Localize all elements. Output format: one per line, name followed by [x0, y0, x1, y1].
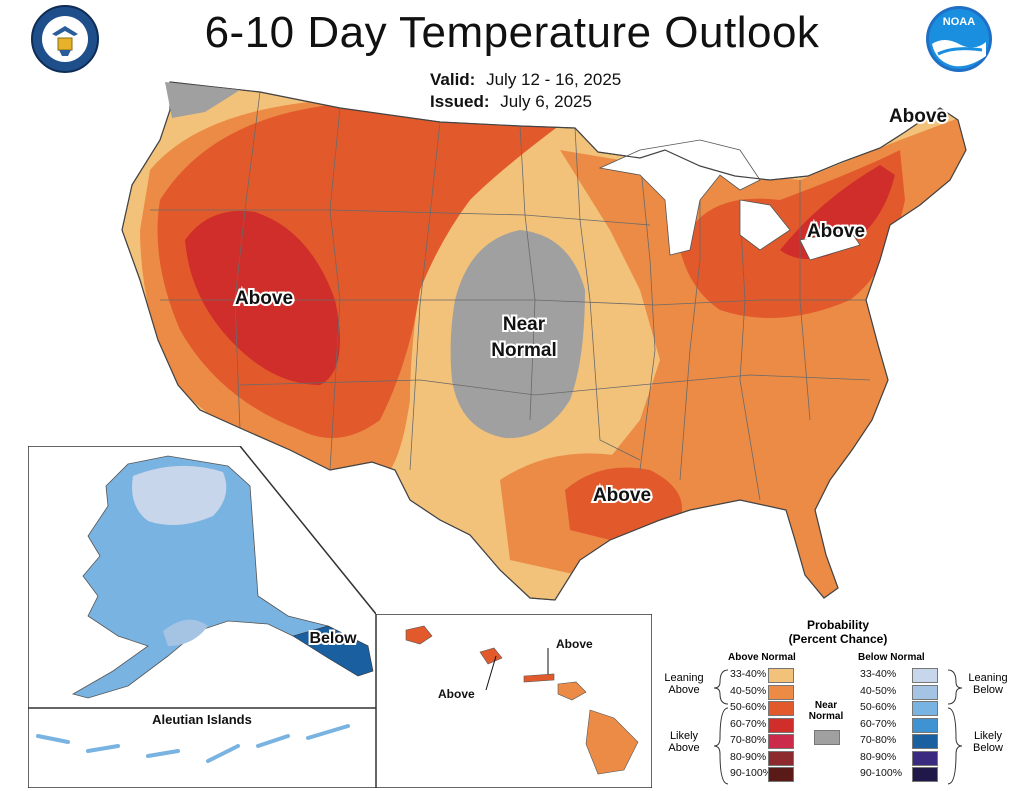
above-bin-label: 80-90% — [730, 750, 767, 763]
map-title: 6-10 Day Temperature Outlook — [204, 8, 820, 57]
below-bin-swatch — [912, 701, 938, 716]
below-bin-swatch — [912, 767, 938, 782]
below-normal-header: Below Normal — [858, 652, 925, 663]
above-bin-swatch — [768, 767, 794, 782]
commerce-seal — [30, 4, 100, 79]
legend-braces — [713, 669, 963, 785]
above-bin-swatch — [768, 750, 794, 766]
below-bin-label: 70-80% — [860, 734, 897, 746]
alaska-below-label: Below — [309, 630, 357, 647]
below-bin-label: 33-40% — [860, 668, 897, 680]
above-normal-header: Above Normal — [728, 652, 796, 663]
alaska-inset: Below Aleutian Islands — [28, 446, 376, 788]
below-bin-swatch — [912, 717, 938, 733]
near-normal-swatch — [814, 730, 840, 745]
aleutian-title: Aleutian Islands — [152, 712, 252, 727]
hawaii-above-label-1: Above — [438, 687, 475, 701]
valid-value: July 12 - 16, 2025 — [486, 70, 622, 89]
below-bin-swatch — [912, 684, 938, 700]
legend: Probability (Percent Chance) Above Norma… — [654, 616, 1022, 788]
legend-title-2: (Percent Chance) — [788, 632, 888, 646]
below-bin-label: 60-70% — [860, 717, 897, 730]
issued-date: Issued: July 6, 2025 — [430, 92, 592, 112]
central-normal-label: Normal — [491, 340, 556, 361]
below-bin-label: 80-90% — [860, 750, 897, 763]
issued-value: July 6, 2025 — [500, 92, 592, 111]
alaska-leaning-below — [132, 465, 227, 525]
commerce-seal-icon — [31, 5, 99, 73]
band-60-70-northeast — [780, 165, 895, 259]
northeast-above-label: Above — [889, 106, 947, 127]
central-near-label: Near — [503, 314, 546, 335]
likely-below-label: Likely Below — [973, 730, 1003, 754]
below-bin-label: 50-60% — [860, 701, 897, 713]
molokai — [523, 673, 555, 683]
below-bin-label: 90-100% — [860, 767, 903, 779]
great-lakes — [598, 139, 861, 261]
hawaii-inset: Above Above — [376, 614, 652, 788]
valid-label: Valid: — [430, 70, 476, 89]
above-bin-swatch — [768, 701, 794, 716]
noaa-logo-icon — [926, 6, 992, 72]
above-bin-label: 50-60% — [730, 701, 767, 713]
west-above-label: Above — [235, 288, 293, 309]
maui — [557, 681, 587, 701]
band-near-normal — [450, 230, 585, 439]
aleutian-islands — [36, 724, 350, 763]
noaa-logo: NOAA — [924, 4, 994, 79]
below-bin-swatch — [912, 734, 938, 749]
leaning-above-label: Leaning Above — [664, 672, 704, 696]
likely-above-label: Likely Above — [668, 730, 700, 754]
near-normal-label: Near Normal — [808, 700, 844, 722]
below-bin-swatch — [912, 668, 938, 683]
above-bin-label: 70-80% — [730, 734, 767, 746]
state-boundaries — [150, 91, 871, 501]
noaa-logo-text: NOAA — [942, 16, 976, 28]
gulf-above-label: Above — [593, 485, 651, 506]
valid-dates: Valid: July 12 - 16, 2025 — [430, 70, 621, 90]
above-bin-label: 33-40% — [730, 668, 767, 680]
below-bin-label: 40-50% — [860, 684, 897, 697]
washington-near-normal — [165, 82, 240, 118]
oahu — [479, 647, 503, 665]
hawaii-above-label-2: Above — [556, 637, 593, 651]
greatlakes-above-label: Above — [807, 221, 865, 242]
issued-label: Issued: — [430, 92, 490, 111]
band-60-70-west — [185, 210, 340, 385]
above-bin-label: 90-100% — [730, 767, 773, 779]
legend-title-1: Probability — [806, 618, 869, 632]
big-island — [585, 709, 639, 775]
kauai — [405, 625, 433, 645]
conus-outline — [121, 81, 967, 601]
leaning-below-label: Leaning Below — [968, 672, 1008, 696]
above-bin-label: 60-70% — [730, 717, 767, 730]
above-bin-swatch — [768, 717, 794, 733]
alaska-leaning-below-south — [163, 619, 208, 646]
above-bin-swatch — [768, 684, 794, 700]
above-bin-label: 40-50% — [730, 684, 767, 697]
above-bin-swatch — [768, 668, 794, 683]
above-bin-swatch — [768, 734, 794, 749]
below-bin-swatch — [912, 750, 938, 766]
alaska-panhandle — [292, 625, 374, 677]
band-50-60-gulf — [565, 467, 682, 540]
